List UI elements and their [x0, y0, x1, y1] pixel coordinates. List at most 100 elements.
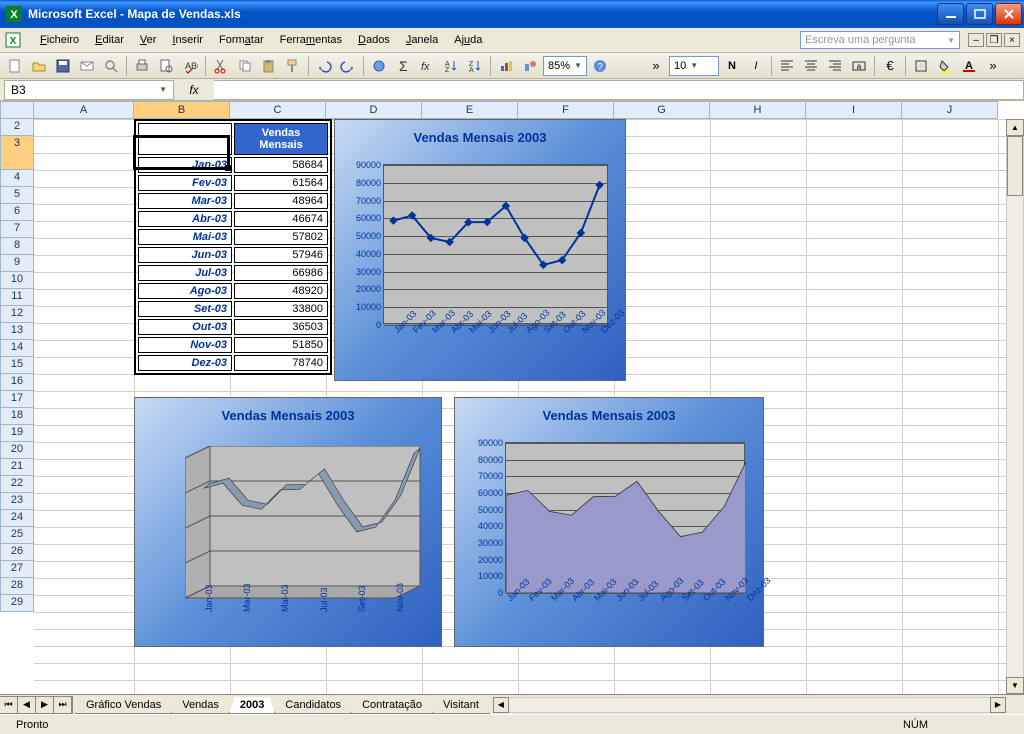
line-chart[interactable]: Vendas Mensais 2003 01000020000300004000…: [334, 119, 626, 381]
row-header-10[interactable]: 10: [0, 272, 34, 289]
save-icon[interactable]: [52, 55, 74, 77]
row-header-13[interactable]: 13: [0, 323, 34, 340]
name-box[interactable]: B3 ▼: [4, 80, 174, 100]
col-header-D[interactable]: D: [326, 101, 422, 119]
sheet-tab-vendas[interactable]: Vendas: [171, 697, 230, 714]
row-header-8[interactable]: 8: [0, 238, 34, 255]
borders-icon[interactable]: [910, 55, 932, 77]
row-header-29[interactable]: 29: [0, 595, 34, 612]
row-header-14[interactable]: 14: [0, 340, 34, 357]
vertical-scrollbar[interactable]: ▲ ▼: [1006, 119, 1024, 694]
scroll-thumb[interactable]: [1007, 136, 1023, 196]
row-header-21[interactable]: 21: [0, 459, 34, 476]
col-header-A[interactable]: A: [34, 101, 134, 119]
doc-minimize-button[interactable]: –: [968, 33, 984, 47]
row-header-4[interactable]: 4: [0, 170, 34, 187]
help-question-input[interactable]: Escreva uma pergunta ▼: [800, 31, 960, 49]
sort-desc-icon[interactable]: ZA: [464, 55, 486, 77]
font-size-combo[interactable]: 10▼: [669, 56, 719, 76]
print-preview-icon[interactable]: [155, 55, 177, 77]
menu-ajuda[interactable]: Ajuda: [446, 31, 490, 49]
sort-asc-icon[interactable]: AZ: [440, 55, 462, 77]
paste-icon[interactable]: [258, 55, 280, 77]
row-header-16[interactable]: 16: [0, 374, 34, 391]
open-icon[interactable]: [28, 55, 50, 77]
row-header-22[interactable]: 22: [0, 476, 34, 493]
scroll-left-icon[interactable]: ◀: [493, 697, 509, 713]
line3d-chart[interactable]: Vendas Mensais 2003 02000040000600008000…: [134, 397, 442, 647]
copy-icon[interactable]: [234, 55, 256, 77]
currency-icon[interactable]: €: [879, 55, 901, 77]
menu-inserir[interactable]: Inserir: [164, 31, 211, 49]
row-header-6[interactable]: 6: [0, 204, 34, 221]
minimize-button[interactable]: [937, 3, 964, 25]
menu-ver[interactable]: Ver: [132, 31, 165, 49]
fill-color-icon[interactable]: [934, 55, 956, 77]
col-header-E[interactable]: E: [422, 101, 518, 119]
tab-next-icon[interactable]: ▶: [36, 696, 54, 714]
col-header-G[interactable]: G: [614, 101, 710, 119]
menu-editar[interactable]: Editar: [87, 31, 132, 49]
cells-area[interactable]: Vendas Mensais Jan-0358684Fev-0361564Mar…: [34, 119, 1024, 694]
fx-label[interactable]: fx: [174, 83, 214, 97]
align-right-icon[interactable]: [824, 55, 846, 77]
row-header-20[interactable]: 20: [0, 442, 34, 459]
horizontal-scrollbar[interactable]: ◀ ▶: [493, 697, 1006, 713]
doc-restore-button[interactable]: ❐: [986, 33, 1002, 47]
menu-formatar[interactable]: Formatar: [211, 31, 272, 49]
row-header-15[interactable]: 15: [0, 357, 34, 374]
row-header-7[interactable]: 7: [0, 221, 34, 238]
sheet-tab-gráfico-vendas[interactable]: Gráfico Vendas: [75, 697, 172, 714]
bold-icon[interactable]: N: [721, 55, 743, 77]
menu-ficheiro[interactable]: Ficheiro: [32, 31, 87, 49]
undo-icon[interactable]: [313, 55, 335, 77]
tab-first-icon[interactable]: ⏮: [0, 696, 18, 714]
italic-icon[interactable]: I: [745, 55, 767, 77]
redo-icon[interactable]: [337, 55, 359, 77]
tab-prev-icon[interactable]: ◀: [18, 696, 36, 714]
col-header-I[interactable]: I: [806, 101, 902, 119]
row-header-27[interactable]: 27: [0, 561, 34, 578]
menu-dados[interactable]: Dados: [350, 31, 398, 49]
new-icon[interactable]: [4, 55, 26, 77]
scroll-down-icon[interactable]: ▼: [1006, 677, 1024, 694]
close-button[interactable]: [995, 3, 1022, 25]
row-header-19[interactable]: 19: [0, 425, 34, 442]
cut-icon[interactable]: [210, 55, 232, 77]
align-left-icon[interactable]: [776, 55, 798, 77]
search-icon[interactable]: [100, 55, 122, 77]
col-header-B[interactable]: B: [134, 101, 230, 119]
zoom-combo[interactable]: 85%▼: [543, 56, 587, 76]
row-header-5[interactable]: 5: [0, 187, 34, 204]
sheet-tab-2003[interactable]: 2003: [229, 697, 275, 714]
scroll-right-icon[interactable]: ▶: [990, 697, 1006, 713]
tab-last-icon[interactable]: ⏭: [54, 696, 72, 714]
col-header-J[interactable]: J: [902, 101, 998, 119]
chart-wizard-icon[interactable]: [495, 55, 517, 77]
autosum-icon[interactable]: Σ: [392, 55, 414, 77]
align-center-icon[interactable]: [800, 55, 822, 77]
format-painter-icon[interactable]: [282, 55, 304, 77]
doc-close-button[interactable]: ×: [1004, 33, 1020, 47]
menu-ferramentas[interactable]: Ferramentas: [272, 31, 350, 49]
row-header-12[interactable]: 12: [0, 306, 34, 323]
sheet-tab-contratação[interactable]: Contratação: [351, 697, 433, 714]
sheet-tab-visitant[interactable]: Visitant: [432, 697, 490, 714]
row-header-18[interactable]: 18: [0, 408, 34, 425]
row-header-3[interactable]: 3: [0, 136, 34, 170]
drawing-icon[interactable]: [519, 55, 541, 77]
maximize-button[interactable]: [966, 3, 993, 25]
col-header-F[interactable]: F: [518, 101, 614, 119]
merge-center-icon[interactable]: a: [848, 55, 870, 77]
row-header-26[interactable]: 26: [0, 544, 34, 561]
hyperlink-icon[interactable]: [368, 55, 390, 77]
menu-janela[interactable]: Janela: [398, 31, 446, 49]
help-icon[interactable]: ?: [589, 55, 611, 77]
spellcheck-icon[interactable]: ABC: [179, 55, 201, 77]
row-header-24[interactable]: 24: [0, 510, 34, 527]
scroll-up-icon[interactable]: ▲: [1006, 119, 1024, 136]
row-header-2[interactable]: 2: [0, 119, 34, 136]
select-all-corner[interactable]: [0, 101, 34, 119]
sheet-tab-candidatos[interactable]: Candidatos: [274, 697, 352, 714]
col-header-H[interactable]: H: [710, 101, 806, 119]
